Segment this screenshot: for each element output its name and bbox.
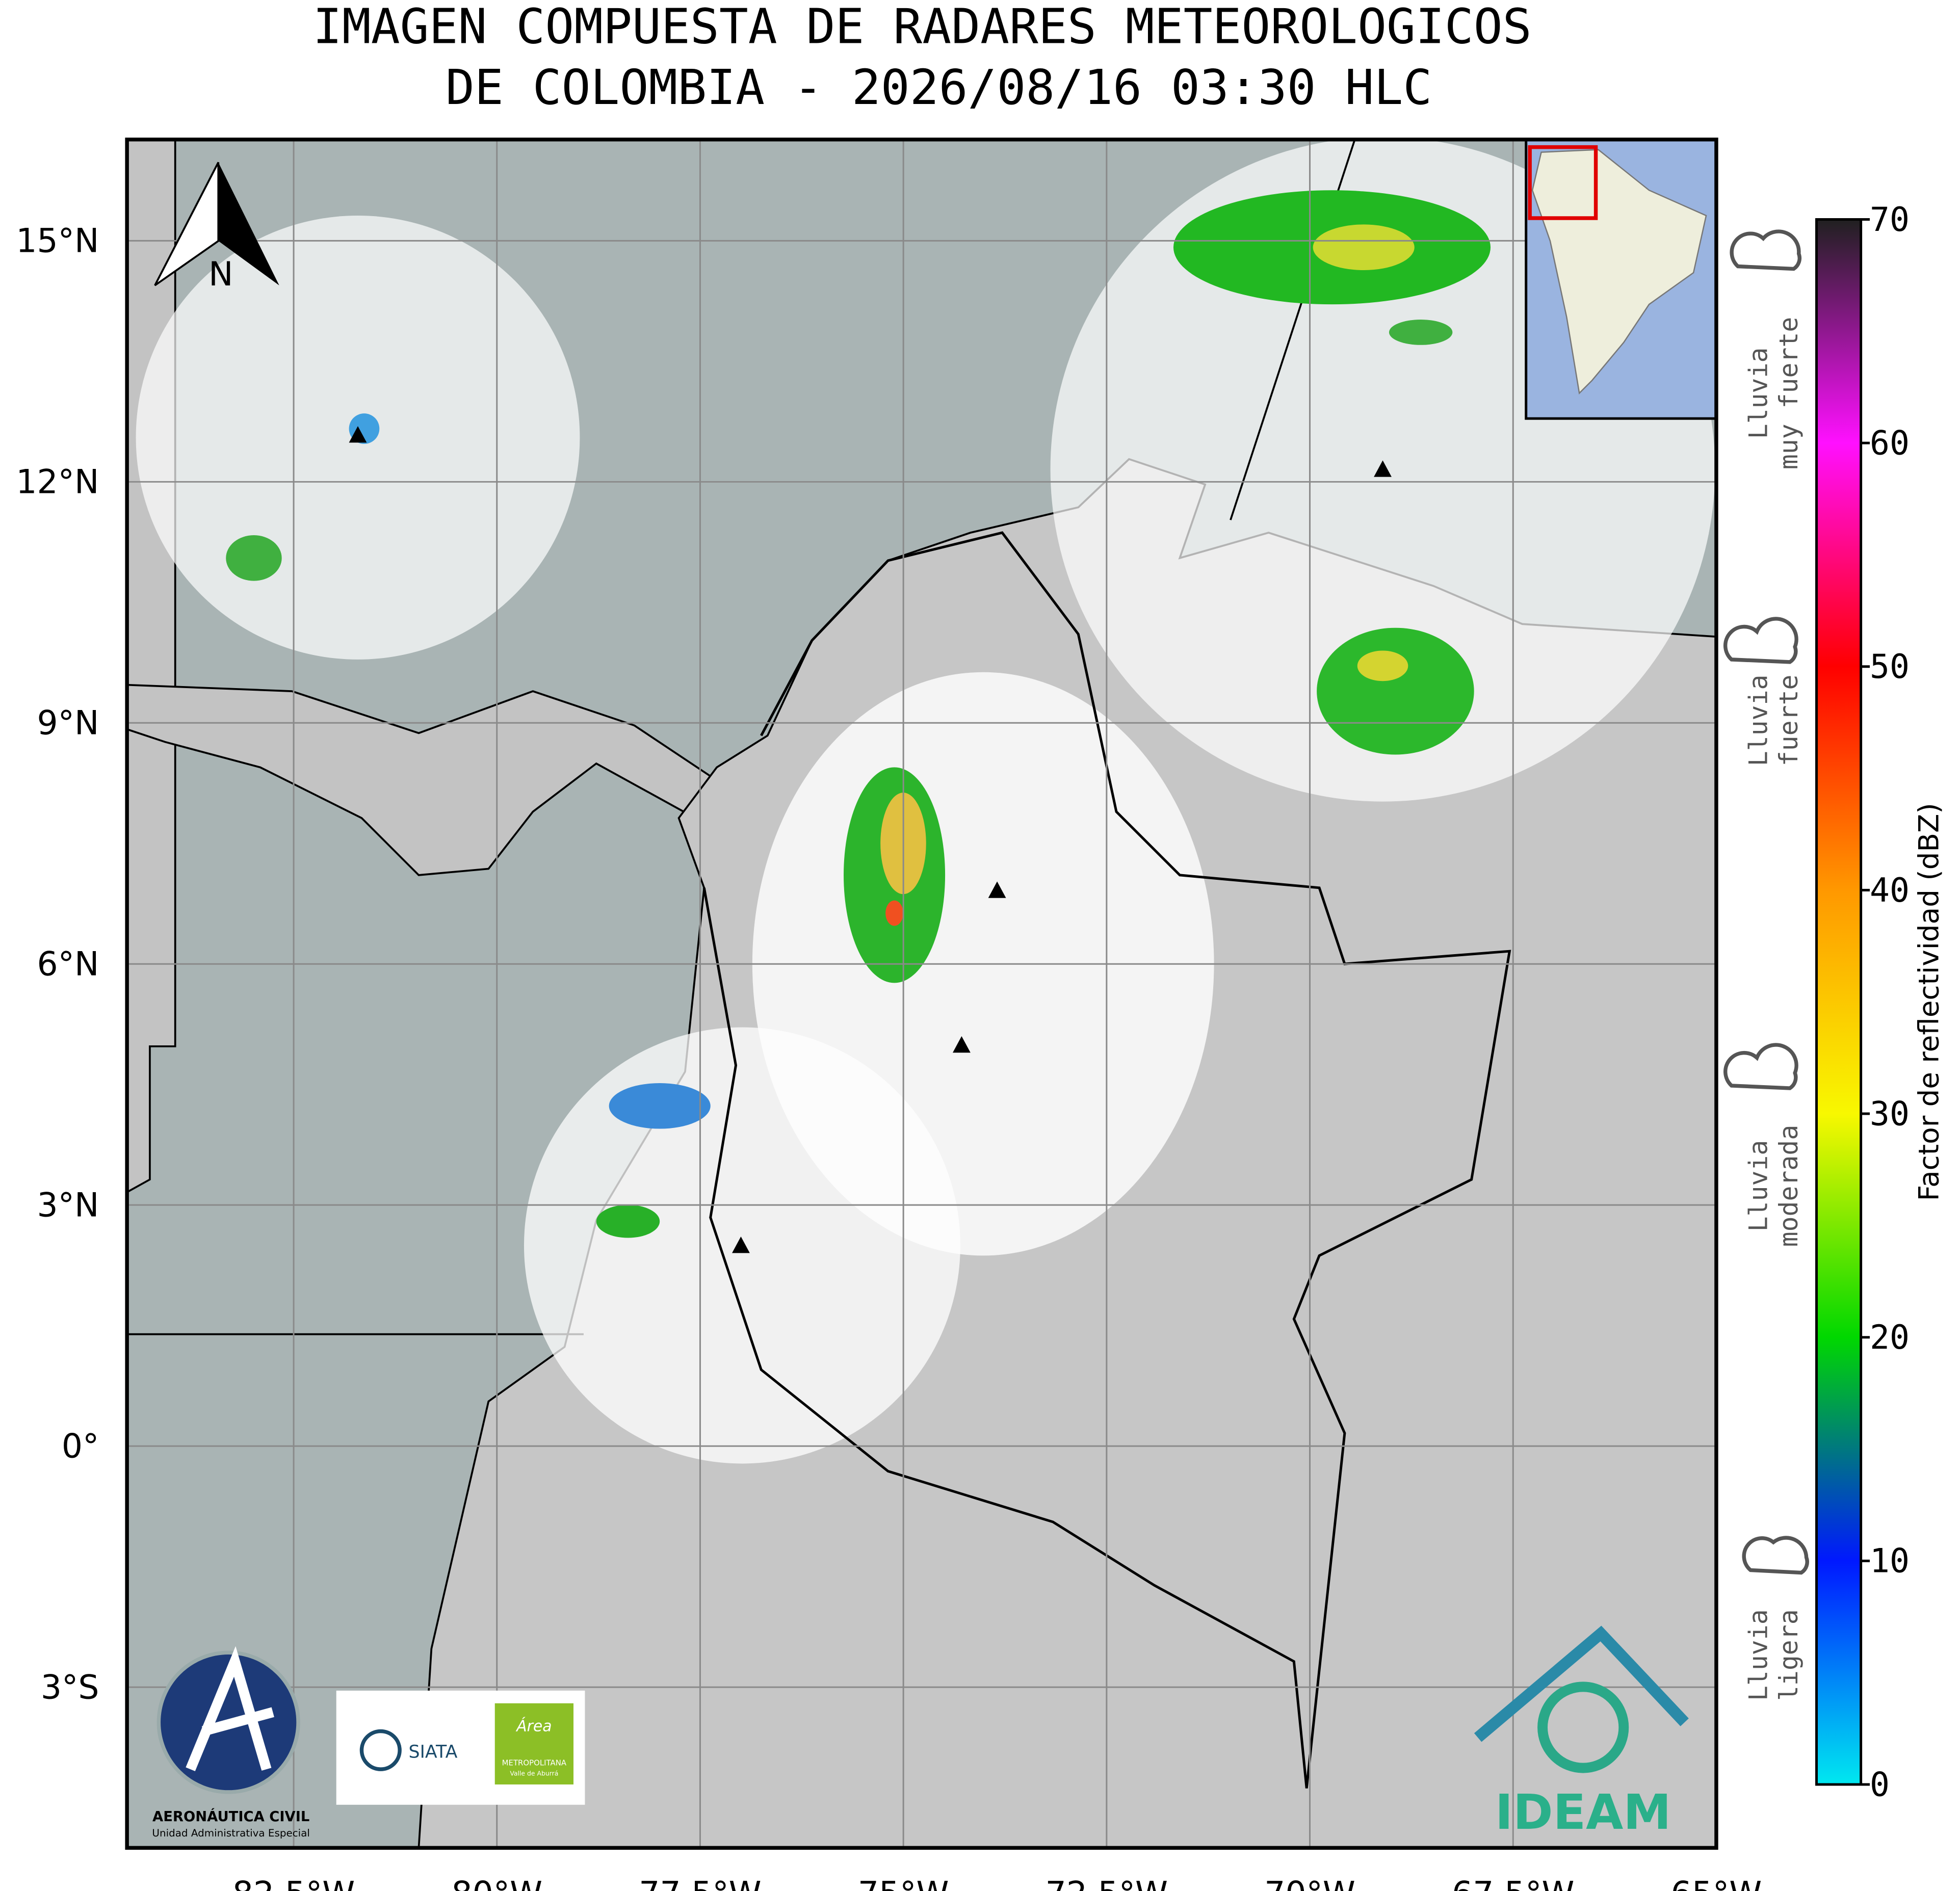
rain-label: Lluvia (1743, 1609, 1773, 1701)
colorbar-tick-label: 60 (1870, 425, 1910, 463)
x-tick-label: 70°W (1264, 1875, 1355, 1891)
y-tick-label: 6°N (37, 946, 99, 984)
y-tick-label: 0° (62, 1428, 99, 1466)
radar-sites (349, 426, 1392, 1253)
map-area: N AERONÁUTICA CIVIL Unidad Administrativ… (127, 139, 1716, 1848)
logo-text: Unidad Administrativa Especial (152, 1827, 309, 1839)
logo-text: Área (515, 1717, 552, 1735)
logo-ideam: IDEAM (1474, 1625, 1689, 1841)
land (127, 139, 176, 1194)
colombia-border (702, 531, 1511, 1789)
land (127, 684, 712, 876)
inset-map (1525, 139, 1716, 420)
title-line: IMAGEN COMPUESTA DE RADARES METEOROLOGIC… (313, 0, 1532, 55)
x-tick-label: 77.5°W (639, 1875, 761, 1891)
grid (127, 139, 1716, 1848)
colorbar-label: Factor de reflectividad (dBZ) (1912, 803, 1945, 1201)
x-tick-label: 82.5°W (232, 1875, 355, 1891)
colorbar-tick-label: 30 (1870, 1095, 1910, 1133)
north-label: N (208, 255, 233, 294)
colorbar-tick-label: 10 (1870, 1542, 1910, 1581)
x-tick-label: 72.5°W (1046, 1875, 1168, 1891)
y-tick-label: 9°N (37, 704, 99, 743)
logo-aeronautica: AERONÁUTICA CIVIL Unidad Administrativa … (152, 1646, 310, 1839)
colorbar-tick-label: 50 (1870, 648, 1910, 686)
colorbar-tick-label: 40 (1870, 872, 1910, 910)
rain-label: Lluvia (1743, 348, 1773, 439)
colorbar-tick-label: 20 (1870, 1319, 1910, 1357)
colorbar-tick-label: 70 (1870, 201, 1910, 239)
logo-siata: SIATA Área METROPOLITANA Valle de Aburrá (336, 1690, 585, 1805)
y-tick-label: 12°N (16, 463, 99, 502)
axes: 82.5°W 80°W 77.5°W 75°W 72.5°W 70°W 67.5°W 65°W… (16, 222, 1762, 1891)
colorbar (1815, 218, 1863, 1786)
rain-label: fuerte (1774, 674, 1804, 766)
y-tick-label: 15°N (16, 222, 99, 260)
rain-label: Lluvia (1743, 674, 1773, 766)
rain-label: ligera (1774, 1609, 1804, 1701)
title-line: DE COLOMBIA - 2026/08/16 03:30 HLC (446, 60, 1432, 116)
rain-label: moderada (1774, 1125, 1804, 1247)
x-tick-label: 75°W (858, 1875, 949, 1891)
y-tick-label: 3°S (41, 1668, 99, 1706)
logo-text: SIATA (409, 1742, 458, 1763)
map-frame (125, 137, 1718, 1850)
rain-icons (1723, 229, 1809, 1575)
logo-text: METROPOLITANA (502, 1758, 567, 1768)
rain-label: Lluvia (1743, 1140, 1773, 1232)
logo-text: IDEAM (1495, 1784, 1671, 1841)
colorbar-ticks: 0 10 20 30 40 50 60 70 (1861, 201, 1910, 1804)
y-tick-label: 3°N (37, 1187, 99, 1225)
colorbar-tick-label: 0 (1870, 1766, 1890, 1804)
x-tick-label: 80°W (451, 1875, 542, 1891)
logo-text: AERONÁUTICA CIVIL (152, 1808, 309, 1825)
rain-label: muy fuerte (1774, 317, 1804, 470)
x-tick-label: 65°W (1671, 1875, 1762, 1891)
x-tick-label: 67.5°W (1452, 1875, 1574, 1891)
logo-text: Valle de Aburrá (510, 1770, 558, 1777)
